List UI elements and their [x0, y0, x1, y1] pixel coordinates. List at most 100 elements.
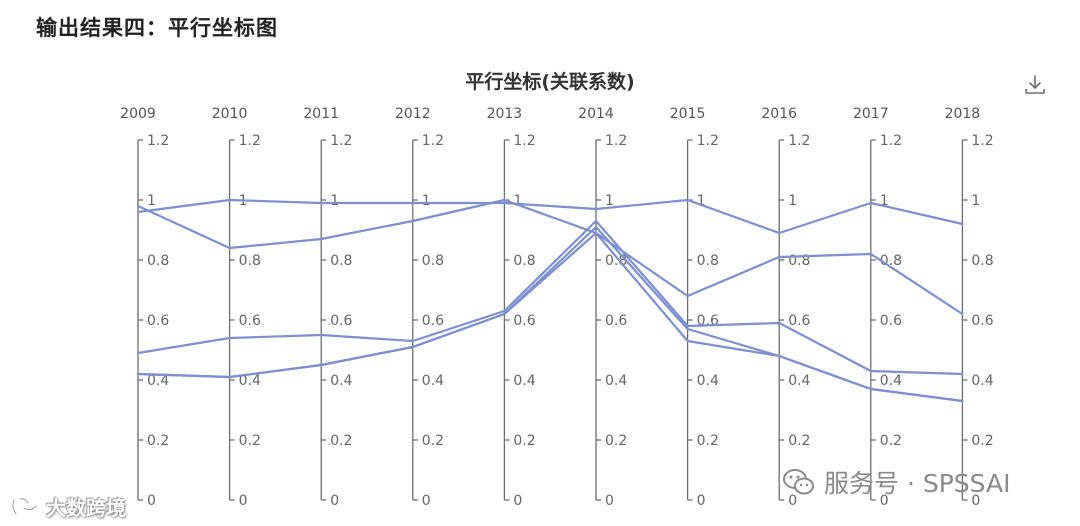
tick-label: 1: [971, 193, 980, 209]
axis-2017: 2017 0 0.2 0.4 0.6 0.8 1 1.2: [853, 106, 902, 509]
series-line-2: [136, 198, 964, 316]
tick-label: 0.2: [971, 433, 993, 449]
watermark-left: 大数跨境: [10, 492, 126, 521]
tick-label: 0.8: [880, 253, 902, 269]
tick-label: 0.8: [147, 253, 169, 269]
tick-label: 1: [880, 193, 889, 209]
tick-label: 0.8: [422, 253, 444, 269]
tick-label: 0.6: [971, 313, 993, 329]
axis-name-2013: 2013: [487, 106, 523, 122]
axis-name-2009: 2009: [120, 106, 156, 122]
tick-label: 0.6: [513, 313, 535, 329]
tick-label: 1: [788, 193, 797, 209]
series-line-3: [136, 219, 964, 376]
watermark-left-text: 大数跨境: [46, 496, 126, 520]
tick-label: 1: [330, 193, 339, 209]
tick-label: 0.4: [697, 373, 719, 389]
tick-label: 1.2: [330, 133, 352, 149]
tick-label: 0.2: [513, 433, 535, 449]
axis-name-2015: 2015: [670, 106, 706, 122]
tick-label: 0.4: [239, 373, 261, 389]
tick-label: 0: [697, 493, 706, 509]
download-icon[interactable]: [1022, 72, 1048, 98]
tick-label: 0: [422, 493, 431, 509]
tick-label: 0.8: [330, 253, 352, 269]
tick-label: 1: [422, 193, 431, 209]
page-heading: 输出结果四：平行坐标图: [36, 16, 278, 40]
tick-label: 0.4: [788, 373, 810, 389]
lines-layer: [136, 198, 964, 403]
tick-label: 0.4: [422, 373, 444, 389]
tick-label: 0.6: [239, 313, 261, 329]
tick-label: 0.2: [697, 433, 719, 449]
axes-layer: 2009 0 0.2 0.4 0.6 0.8 1 1.2 2010 0 0.2 0.4 0.6 0.8 1 1…: [120, 106, 994, 509]
tick-label: 0: [330, 493, 339, 509]
tick-label: 0: [971, 493, 980, 509]
tick-label: 1: [697, 193, 706, 209]
axis-2011: 2011 0 0.2 0.4 0.6 0.8 1 1.2: [303, 106, 352, 509]
logo-icon: [11, 497, 38, 515]
tick-label: 1: [605, 193, 614, 209]
watermark-right: 服务号 · SPSSAI: [782, 464, 1010, 500]
tick-label: 0.6: [788, 313, 810, 329]
axis-name-2016: 2016: [761, 106, 797, 122]
tick-label: 0.8: [697, 253, 719, 269]
tick-label: 0: [880, 493, 889, 509]
tick-label: 1.2: [605, 133, 627, 149]
axis-name-2017: 2017: [853, 106, 889, 122]
tick-label: 0.2: [330, 433, 352, 449]
axis-name-2014: 2014: [578, 106, 614, 122]
tick-label: 0.8: [971, 253, 993, 269]
tick-label: 1.2: [513, 133, 535, 149]
tick-label: 1.2: [147, 133, 169, 149]
tick-label: 0.6: [330, 313, 352, 329]
tick-label: 0.8: [239, 253, 261, 269]
series-line-1: [136, 198, 964, 235]
tick-label: 0: [605, 493, 614, 509]
tick-label: 1.2: [880, 133, 902, 149]
tick-label: 0.4: [513, 373, 535, 389]
tick-label: 0.2: [422, 433, 444, 449]
axis-2012: 2012 0 0.2 0.4 0.6 0.8 1 1.2: [395, 106, 444, 509]
tick-label: 0: [147, 493, 156, 509]
tick-label: 0.6: [605, 313, 627, 329]
tick-label: 0.4: [605, 373, 627, 389]
tick-label: 0.2: [788, 433, 810, 449]
tick-label: 0: [513, 493, 522, 509]
axis-name-2010: 2010: [212, 106, 248, 122]
axis-name-2012: 2012: [395, 106, 431, 122]
tick-label: 0.2: [239, 433, 261, 449]
axis-name-2011: 2011: [303, 106, 339, 122]
tick-label: 1.2: [697, 133, 719, 149]
series-line-5: [136, 231, 964, 403]
axis-2018: 2018 0 0.2 0.4 0.6 0.8 1 1.2: [945, 106, 994, 509]
tick-label: 0: [788, 493, 797, 509]
axis-2013: 2013 0 0.2 0.4 0.6 0.8 1 1.2: [487, 106, 536, 509]
tick-label: 1.2: [422, 133, 444, 149]
tick-label: 0.8: [513, 253, 535, 269]
tick-label: 1.2: [788, 133, 810, 149]
tick-label: 0.4: [880, 373, 902, 389]
tick-label: 0: [239, 493, 248, 509]
tick-label: 0.2: [880, 433, 902, 449]
tick-label: 0.6: [880, 313, 902, 329]
tick-label: 0.6: [147, 313, 169, 329]
tick-label: 0.4: [971, 373, 993, 389]
wechat-icon: [783, 469, 814, 495]
tick-label: 0.4: [330, 373, 352, 389]
tick-label: 0.2: [605, 433, 627, 449]
axis-name-2018: 2018: [945, 106, 981, 122]
chart-title: 平行坐标(关联系数): [465, 70, 634, 93]
watermark-right-text: 服务号 · SPSSAI: [824, 469, 1011, 498]
tick-label: 1: [147, 193, 156, 209]
series-line-4: [136, 225, 964, 403]
axis-2009: 2009 0 0.2 0.4 0.6 0.8 1 1.2: [120, 106, 169, 509]
tick-label: 0.4: [147, 373, 169, 389]
tick-label: 1.2: [971, 133, 993, 149]
tick-label: 0.2: [147, 433, 169, 449]
tick-label: 1: [513, 193, 522, 209]
